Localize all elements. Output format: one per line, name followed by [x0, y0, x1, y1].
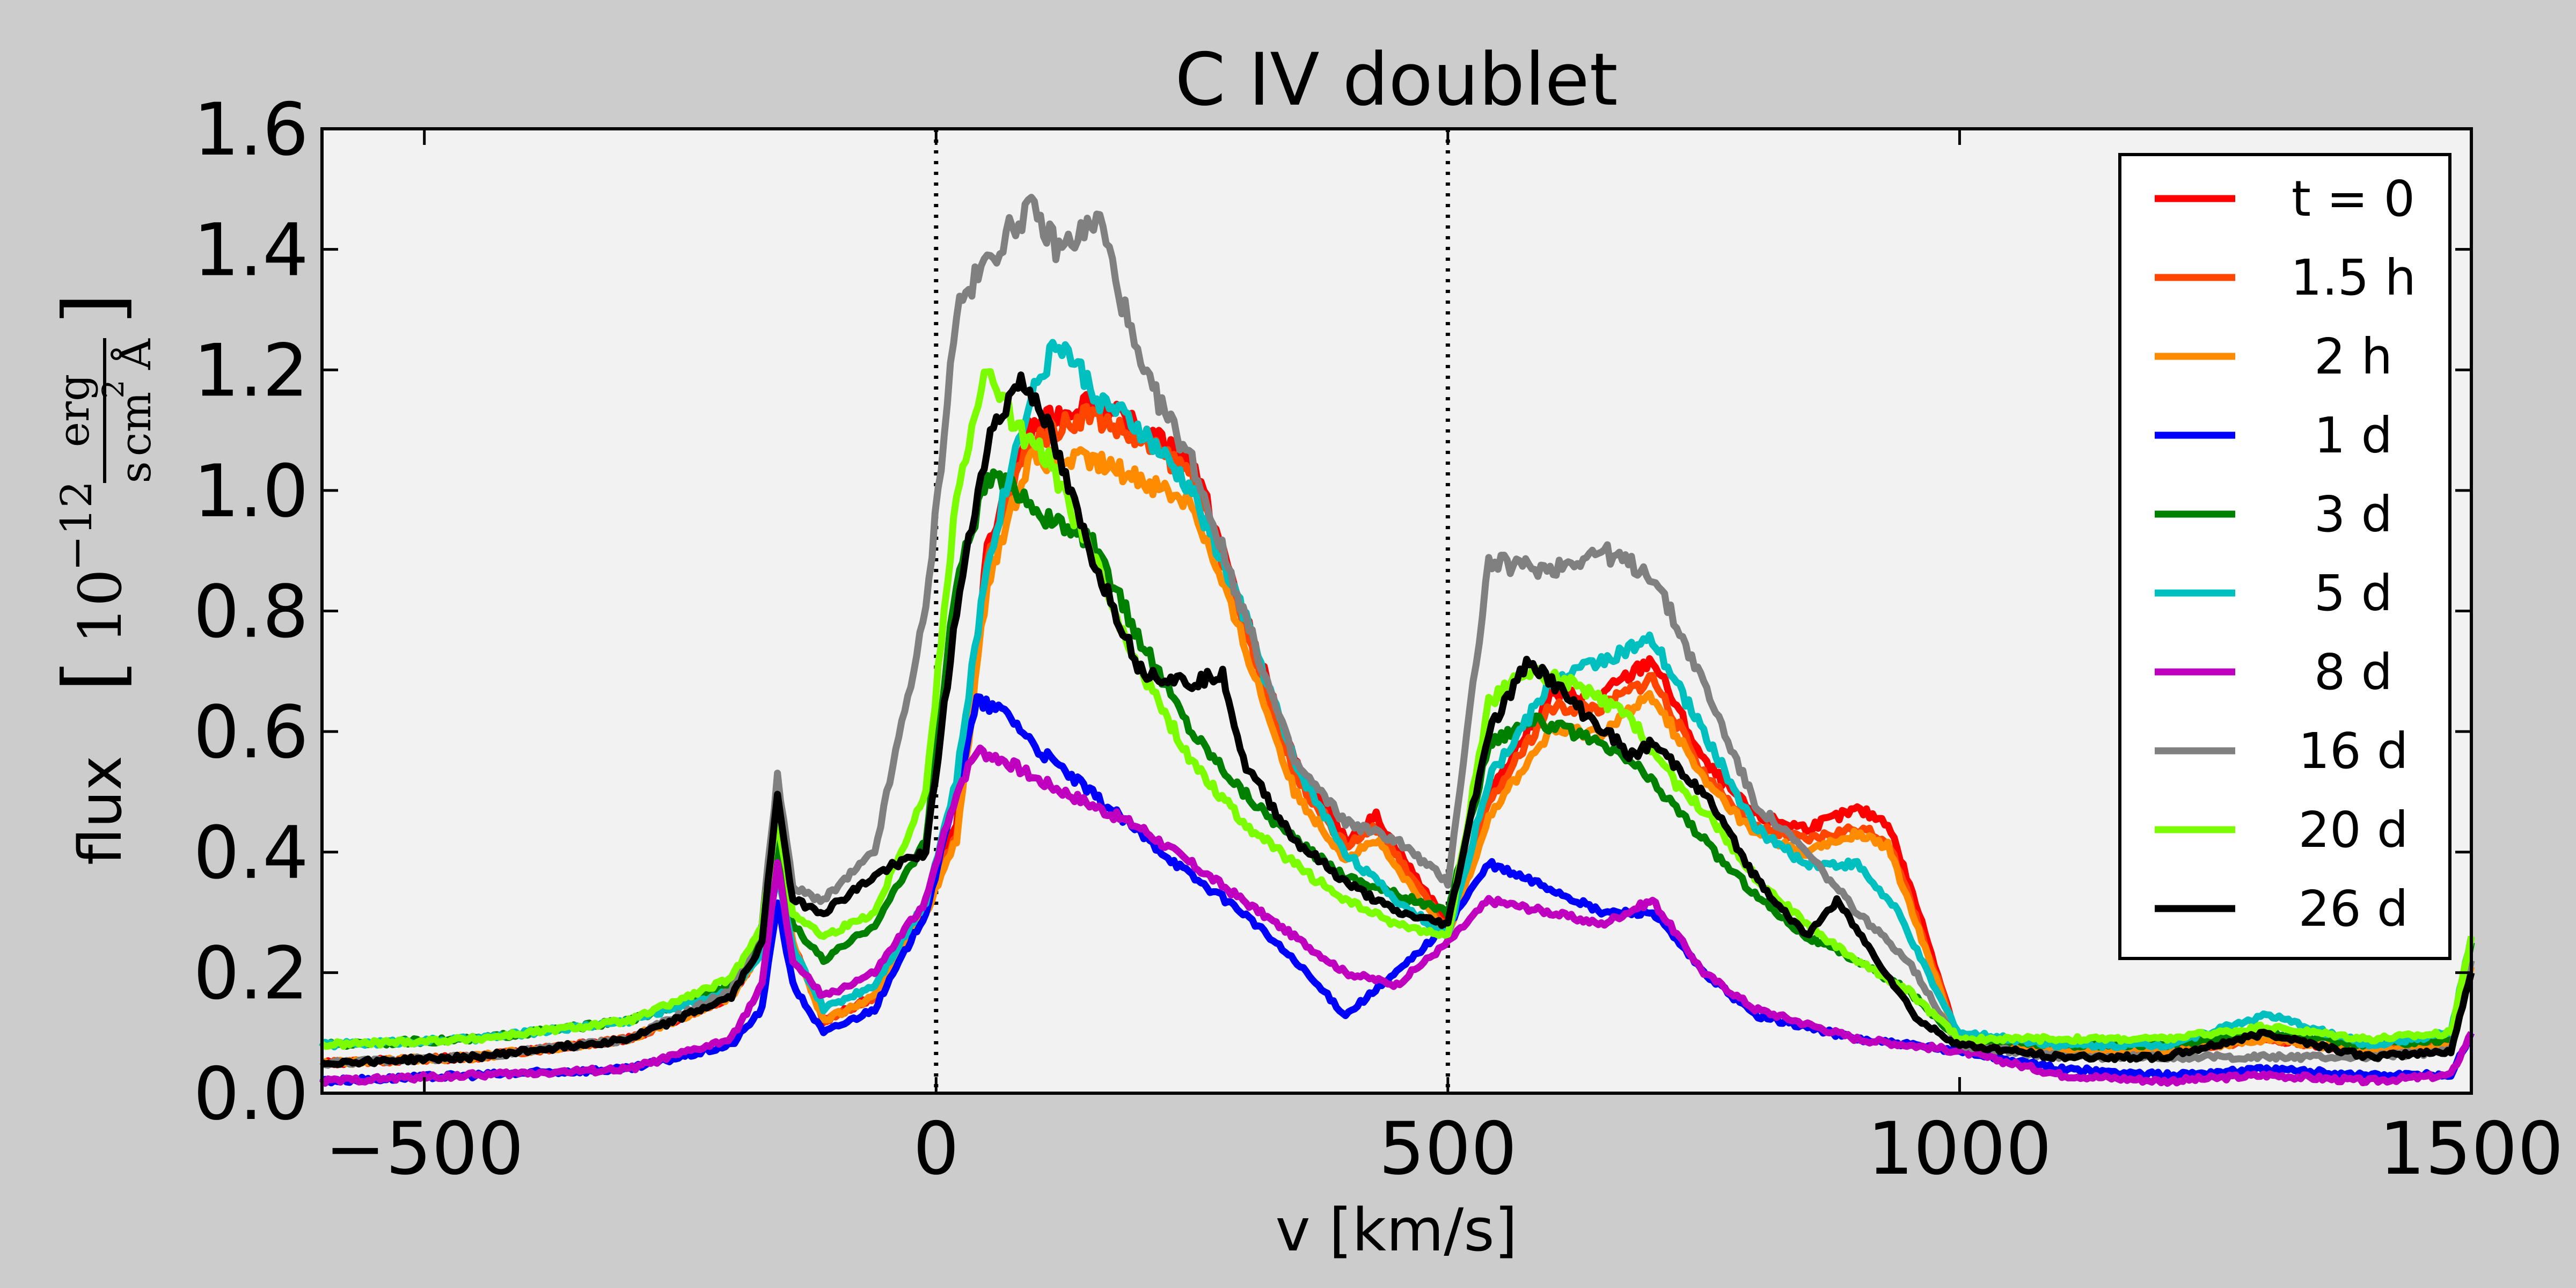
y-axis-open-bracket: [ [47, 661, 140, 692]
plot-area [322, 129, 2471, 1093]
legend-label-6: 8 d [2314, 643, 2392, 701]
y-axis-unit-cm: cm [111, 392, 160, 457]
legend-label-2: 2 h [2314, 328, 2392, 385]
y-tick-label: 0.0 [193, 1052, 309, 1136]
chart-title: C IV doublet [1175, 38, 1618, 122]
x-axis-label: v [km/s] [1275, 1196, 1517, 1264]
y-tick-label: 1.0 [193, 449, 309, 533]
legend-label-4: 3 d [2314, 486, 2392, 543]
y-axis-unit-factor: 10 [66, 569, 135, 644]
legend-box [2118, 153, 2451, 960]
y-tick-label: 1.2 [193, 328, 309, 413]
y-axis-label-text: flux [66, 756, 135, 865]
series-lines [319, 194, 2475, 1087]
y-axis-unit-numerator: erg [49, 374, 99, 448]
legend-label-0: t = 0 [2292, 170, 2415, 228]
legend-label-5: 5 d [2314, 565, 2392, 622]
y-tick-label: 0.8 [193, 570, 309, 654]
series-line-5 [319, 339, 2475, 1051]
y-tick-label: 0.4 [193, 811, 309, 895]
x-tick-label: 0 [913, 1107, 959, 1191]
y-tick-label: 1.6 [193, 87, 309, 172]
y-axis-label: flux [ 10 −12 erg s cm 2 Å ] [47, 293, 160, 865]
legend-label-3: 1 d [2314, 407, 2392, 464]
y-tick-label: 0.2 [193, 931, 309, 1015]
y-axis-unit-s: s [111, 461, 160, 483]
x-tick-label: 1000 [1868, 1107, 2052, 1191]
y-tick-label: 1.4 [193, 208, 309, 292]
x-tick-label: 1500 [2379, 1107, 2564, 1191]
legend-label-9: 26 d [2299, 880, 2409, 938]
series-line-9 [321, 371, 2475, 1068]
series-line-6 [319, 744, 2475, 1087]
series-line-8 [320, 368, 2475, 1050]
legend: t = 0 1.5 h 2 h 1 d 3 d 5 d 8 d 16 d 20 d 26 d [2118, 153, 2451, 960]
y-axis-close-bracket: ] [47, 293, 140, 325]
y-axis-unit-angstrom: Å [110, 338, 160, 370]
legend-items: t = 0 1.5 h 2 h 1 d 3 d 5 d 8 d 16 d 20 d 26 d [2155, 170, 2416, 938]
x-tick-label: 500 [1379, 1107, 1517, 1191]
legend-label-7: 16 d [2299, 722, 2409, 780]
y-axis-unit-exponent: −12 [52, 481, 101, 572]
axis-ticks: −500 0 500 1000 1500 0.0 0.2 0.4 0.6 0.8 1.0 1.2 1.4… [193, 87, 2563, 1191]
y-tick-label: 0.6 [193, 690, 309, 774]
legend-label-1: 1.5 h [2290, 249, 2416, 306]
legend-label-8: 20 d [2299, 801, 2409, 859]
y-axis-unit-cm-exponent: 2 [96, 380, 130, 399]
x-tick-label: −500 [325, 1107, 524, 1191]
